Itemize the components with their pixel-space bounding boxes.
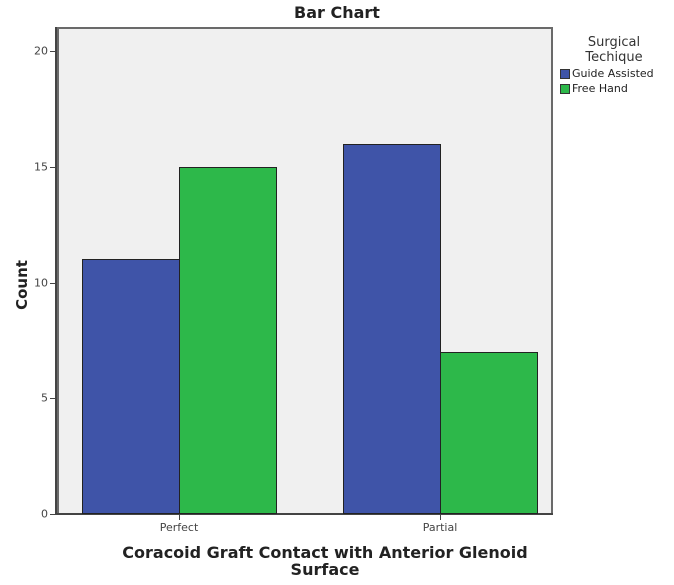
legend-swatch — [560, 83, 570, 94]
x-tick-mark — [440, 514, 441, 520]
y-tick-label: 15 — [34, 160, 48, 174]
legend-title: Surgical Techique — [554, 35, 674, 65]
legend-swatch — [560, 68, 570, 79]
legend-label: Guide Assisted — [572, 67, 654, 80]
legend-label: Free Hand — [572, 82, 628, 95]
x-tick-mark — [179, 514, 180, 520]
legend-item: Guide Assisted — [560, 67, 674, 80]
y-axis-title: Count — [13, 260, 31, 310]
x-tick-label: Partial — [422, 521, 458, 534]
bar-partial-free-hand — [440, 351, 538, 514]
y-tick-label: 0 — [41, 507, 48, 521]
x-axis-title-line2: Surface — [290, 560, 360, 579]
y-tick-mark — [50, 51, 56, 52]
y-tick-label: 10 — [34, 276, 48, 289]
x-tick-label: Perfect — [159, 521, 199, 534]
y-tick-mark — [50, 514, 56, 515]
legend: Surgical Techique Guide Assisted Free Han… — [560, 35, 674, 95]
bar-perfect-free-hand — [179, 166, 277, 514]
legend-item: Free Hand — [560, 82, 674, 95]
legend-title-line1: Surgical — [587, 35, 641, 50]
y-axis-line — [55, 27, 57, 515]
y-tick-mark — [50, 398, 56, 400]
y-tick-label: 20 — [34, 44, 48, 58]
bar-partial-guide-assisted — [343, 143, 441, 514]
legend-title-line2: Techique — [585, 50, 643, 65]
y-tick-label: 5 — [41, 391, 48, 405]
legend-items: Guide Assisted Free Hand — [560, 67, 674, 95]
x-axis-title-line1: Coracoid Graft Contact with Anterior Gle… — [122, 543, 528, 562]
chart-title: Bar Chart — [294, 3, 380, 22]
y-tick-mark — [50, 282, 56, 284]
x-axis-line — [55, 513, 553, 515]
bar-perfect-guide-assisted — [82, 259, 180, 514]
y-tick-mark — [50, 166, 56, 168]
x-axis-title: Coracoid Graft Contact with Anterior Gle… — [0, 544, 650, 578]
